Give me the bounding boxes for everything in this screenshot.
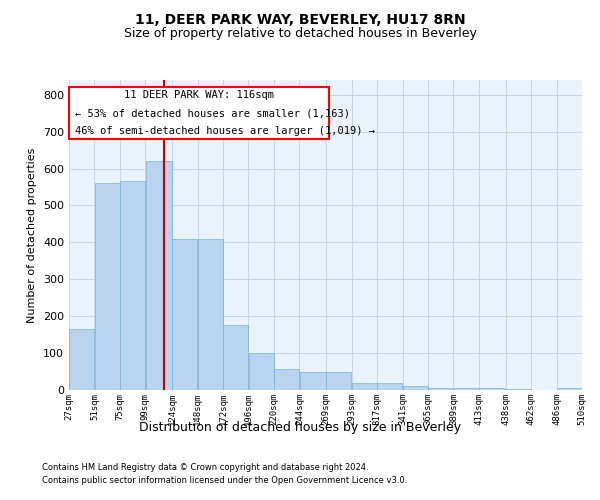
Bar bbox=[377, 384, 403, 390]
Bar bbox=[454, 388, 479, 390]
Bar bbox=[299, 372, 326, 390]
Y-axis label: Number of detached properties: Number of detached properties bbox=[28, 148, 37, 322]
Text: Contains HM Land Registry data © Crown copyright and database right 2024.: Contains HM Land Registry data © Crown c… bbox=[42, 464, 368, 472]
Bar bbox=[197, 240, 223, 390]
Bar bbox=[479, 388, 505, 390]
Bar bbox=[223, 326, 248, 390]
Text: 11, DEER PARK WAY, BEVERLEY, HU17 8RN: 11, DEER PARK WAY, BEVERLEY, HU17 8RN bbox=[134, 12, 466, 26]
Text: Size of property relative to detached houses in Beverley: Size of property relative to detached ho… bbox=[124, 28, 476, 40]
Text: 46% of semi-detached houses are larger (1,019) →: 46% of semi-detached houses are larger (… bbox=[76, 126, 376, 136]
Bar bbox=[248, 353, 274, 390]
Bar bbox=[95, 184, 120, 390]
Bar bbox=[506, 388, 531, 390]
Text: Contains public sector information licensed under the Open Government Licence v3: Contains public sector information licen… bbox=[42, 476, 407, 485]
Bar bbox=[274, 368, 299, 390]
FancyBboxPatch shape bbox=[69, 88, 329, 139]
Bar bbox=[120, 182, 145, 390]
Bar bbox=[428, 388, 454, 390]
Bar bbox=[146, 161, 172, 390]
Text: ← 53% of detached houses are smaller (1,163): ← 53% of detached houses are smaller (1,… bbox=[76, 108, 350, 118]
Bar bbox=[172, 240, 197, 390]
Bar bbox=[69, 329, 94, 390]
Text: 11 DEER PARK WAY: 116sqm: 11 DEER PARK WAY: 116sqm bbox=[124, 90, 274, 100]
Bar bbox=[326, 372, 352, 390]
Bar bbox=[352, 384, 377, 390]
Bar bbox=[557, 388, 582, 390]
Text: Distribution of detached houses by size in Beverley: Distribution of detached houses by size … bbox=[139, 421, 461, 434]
Bar bbox=[403, 386, 428, 390]
